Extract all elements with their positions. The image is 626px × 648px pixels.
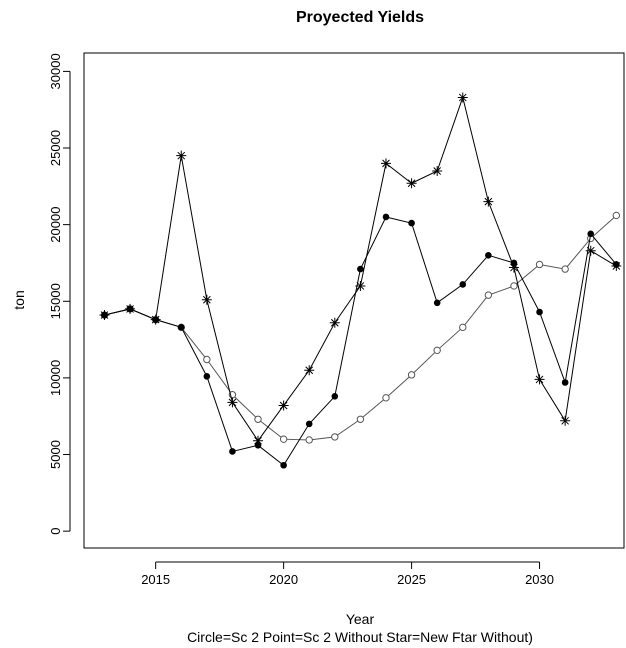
point-marker [561, 265, 569, 273]
series-line [104, 216, 617, 466]
point-marker [484, 291, 493, 299]
point-marker [534, 374, 545, 385]
point-marker [587, 230, 595, 238]
point-marker [408, 219, 415, 227]
point-marker [304, 365, 315, 376]
x-axis-label: Year [346, 611, 375, 627]
point-marker [382, 213, 390, 221]
point-marker [280, 461, 287, 469]
point-marker [561, 379, 569, 386]
point-marker [380, 158, 391, 169]
point-marker [535, 260, 544, 269]
point-marker [176, 150, 187, 161]
point-marker [99, 310, 110, 321]
y-tick-label: 25000 [48, 130, 63, 166]
point-marker [201, 294, 212, 305]
x-tick-label: 2030 [525, 572, 554, 587]
x-tick-label: 2025 [397, 572, 426, 587]
point-marker [203, 373, 211, 380]
point-marker [279, 435, 288, 443]
point-marker [278, 400, 289, 411]
point-marker [227, 397, 238, 408]
y-tick-label: 30000 [48, 53, 63, 89]
chart-title: Proyected Yields [296, 9, 424, 26]
point-marker [229, 448, 236, 455]
point-marker [305, 436, 313, 444]
point-marker [432, 166, 443, 177]
x-tick-label: 2015 [141, 572, 170, 587]
point-marker [459, 323, 467, 332]
point-marker [611, 261, 622, 272]
point-marker [510, 282, 518, 290]
point-marker [305, 420, 313, 428]
point-marker [585, 245, 596, 256]
caption: Circle=Sc 2 Point=Sc 2 Without Star=New … [187, 629, 533, 645]
point-marker [356, 415, 365, 423]
point-marker [433, 299, 441, 307]
y-tick-label: 0 [48, 528, 63, 535]
plot-box [83, 52, 625, 549]
point-marker [483, 196, 494, 207]
y-axis-label: ton [11, 290, 27, 309]
point-marker [407, 371, 416, 379]
y-tick-label: 15000 [48, 283, 63, 319]
point-marker [331, 392, 339, 400]
point-marker [485, 251, 492, 259]
y-tick-label: 20000 [48, 207, 63, 243]
point-marker [203, 355, 211, 364]
point-marker [329, 317, 340, 328]
point-marker [331, 433, 339, 441]
point-marker [536, 308, 543, 316]
point-marker [253, 435, 264, 446]
point-marker [508, 262, 519, 273]
point-marker [457, 92, 468, 103]
y-tick-label: 10000 [48, 360, 63, 396]
point-marker [254, 415, 262, 423]
point-marker [177, 324, 185, 331]
point-marker [125, 303, 136, 314]
point-marker [150, 314, 161, 325]
point-marker [459, 281, 467, 288]
y-tick-label: 5000 [48, 440, 63, 469]
point-marker [560, 415, 571, 426]
point-marker [406, 178, 417, 189]
x-tick-label: 2020 [269, 572, 298, 587]
point-marker [382, 394, 390, 402]
point-marker [357, 265, 364, 273]
point-marker [612, 211, 621, 220]
point-marker [433, 346, 441, 355]
point-marker [355, 280, 366, 291]
